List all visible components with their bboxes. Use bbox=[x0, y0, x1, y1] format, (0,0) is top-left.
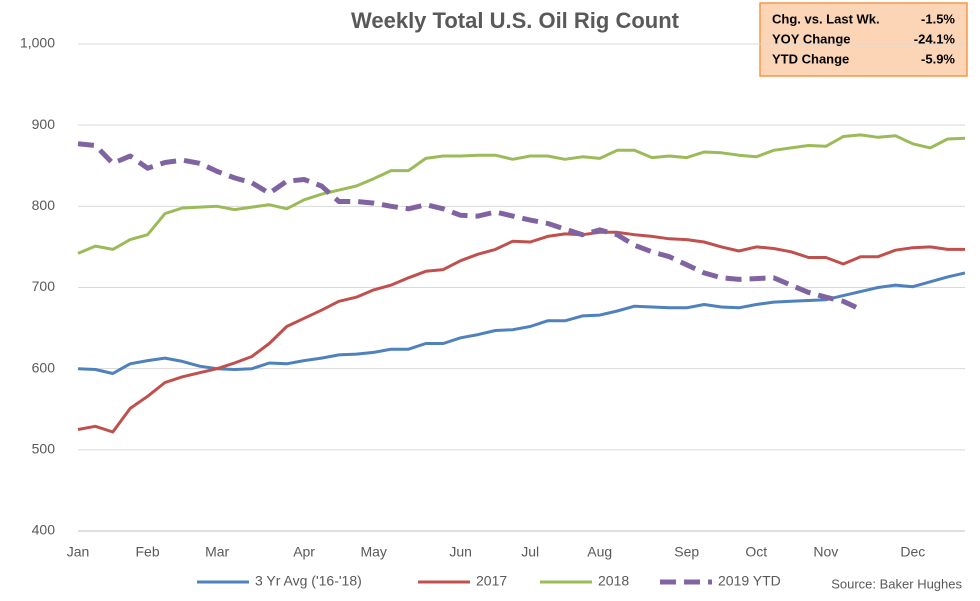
x-tick-label: Dec bbox=[900, 544, 925, 560]
y-tick-label: 600 bbox=[32, 359, 56, 375]
chart-title: Weekly Total U.S. Oil Rig Count bbox=[351, 8, 680, 33]
summary-value: -5.9% bbox=[921, 51, 955, 66]
y-tick-label: 900 bbox=[32, 116, 56, 132]
x-tick-label: Jun bbox=[449, 544, 472, 560]
x-tick-label: Jul bbox=[521, 544, 539, 560]
x-tick-label: Feb bbox=[136, 544, 160, 560]
series-line bbox=[77, 230, 965, 434]
source: Source: Baker Hughes bbox=[831, 576, 962, 591]
y-tick-label: 700 bbox=[32, 278, 56, 294]
series-line bbox=[77, 133, 966, 255]
x-tick-label: Sep bbox=[674, 544, 699, 560]
x-tick-label: Apr bbox=[293, 544, 315, 560]
series-line bbox=[77, 141, 862, 312]
summary-label: YTD Change bbox=[772, 51, 849, 66]
y-tick-label: 1,000 bbox=[20, 35, 55, 51]
y-tick-label: 800 bbox=[32, 197, 56, 213]
x-tick-label: Nov bbox=[813, 544, 838, 560]
summary-label: YOY Change bbox=[772, 31, 851, 46]
y-tick-label: 400 bbox=[32, 522, 56, 538]
x-tick-label: May bbox=[360, 544, 386, 560]
y-tick-label: 500 bbox=[32, 441, 56, 457]
legend-label: 2019 YTD bbox=[718, 573, 781, 589]
summary-value: -24.1% bbox=[914, 31, 956, 46]
legend-label: 3 Yr Avg ('16-'18) bbox=[255, 573, 362, 589]
x-tick-label: Aug bbox=[587, 544, 612, 560]
summary-label: Chg. vs. Last Wk. bbox=[772, 11, 880, 26]
x-tick-label: Jan bbox=[67, 544, 90, 560]
summary-value: -1.5% bbox=[921, 11, 955, 26]
series-line bbox=[77, 271, 966, 375]
summary-box-frame bbox=[759, 2, 968, 77]
legend-label: 2017 bbox=[476, 573, 507, 589]
x-tick-label: Oct bbox=[745, 544, 767, 560]
summary-box: Chg. vs. Last Wk. -1.5% YOY Change -24.1% YT… bbox=[759, 2, 968, 77]
legend-label: 2018 bbox=[598, 573, 629, 589]
x-tick-label: Mar bbox=[205, 544, 229, 560]
